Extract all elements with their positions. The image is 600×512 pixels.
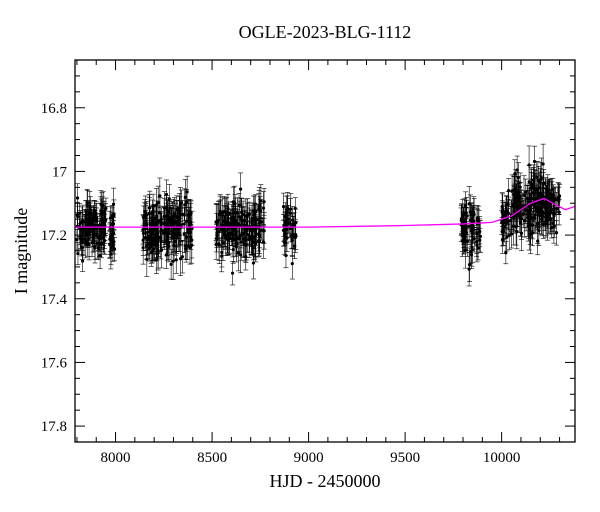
svg-text:9500: 9500 xyxy=(390,450,420,466)
data-points xyxy=(74,144,562,286)
svg-text:9000: 9000 xyxy=(294,450,324,466)
svg-text:17.6: 17.6 xyxy=(41,355,68,371)
svg-text:17.8: 17.8 xyxy=(41,419,67,435)
lightcurve-chart: OGLE-2023-BLG-1112 8000 8500 9000 9500 10000 1… xyxy=(0,0,600,512)
svg-text:16.8: 16.8 xyxy=(41,101,67,117)
x-axis-label: HJD - 2450000 xyxy=(270,471,381,491)
svg-text:10000: 10000 xyxy=(483,450,521,466)
y-axis-label: I magnitude xyxy=(11,208,31,294)
svg-text:8500: 8500 xyxy=(197,450,227,466)
svg-text:8000: 8000 xyxy=(101,450,131,466)
svg-text:17: 17 xyxy=(52,164,68,180)
svg-text:17.2: 17.2 xyxy=(41,228,67,244)
chart-title: OGLE-2023-BLG-1112 xyxy=(239,22,412,42)
svg-text:17.4: 17.4 xyxy=(41,292,68,308)
axis-box xyxy=(75,60,575,442)
